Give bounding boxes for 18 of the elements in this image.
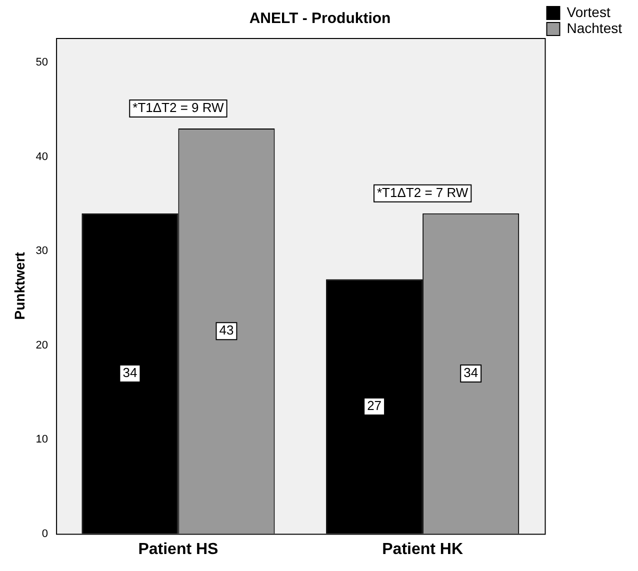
y-tick-label: 40: [36, 150, 48, 163]
annotation: *T1ΔT2 = 9 RW: [132, 100, 225, 116]
data-label: 43: [219, 322, 234, 338]
data-label: 34: [464, 365, 478, 380]
chart-title: ANELT - Produktion: [249, 10, 391, 28]
y-tick-label: 50: [36, 56, 48, 69]
y-tick-label: 10: [36, 434, 48, 446]
y-axis-title: Punktwert: [11, 252, 28, 320]
legend-label: Vortest: [566, 4, 610, 20]
y-tick-label: 0: [42, 528, 48, 540]
annotation: *T1ΔT2 = 7 RW: [376, 184, 469, 200]
y-tick-label: 20: [36, 339, 48, 352]
x-tick-label: Patient HS: [138, 540, 219, 558]
data-label: 27: [367, 398, 382, 414]
x-tick-label: Patient HK: [382, 540, 464, 558]
y-tick-label: 30: [36, 245, 48, 258]
data-label: 34: [122, 365, 138, 380]
legend-label: Nachtest: [566, 20, 622, 36]
